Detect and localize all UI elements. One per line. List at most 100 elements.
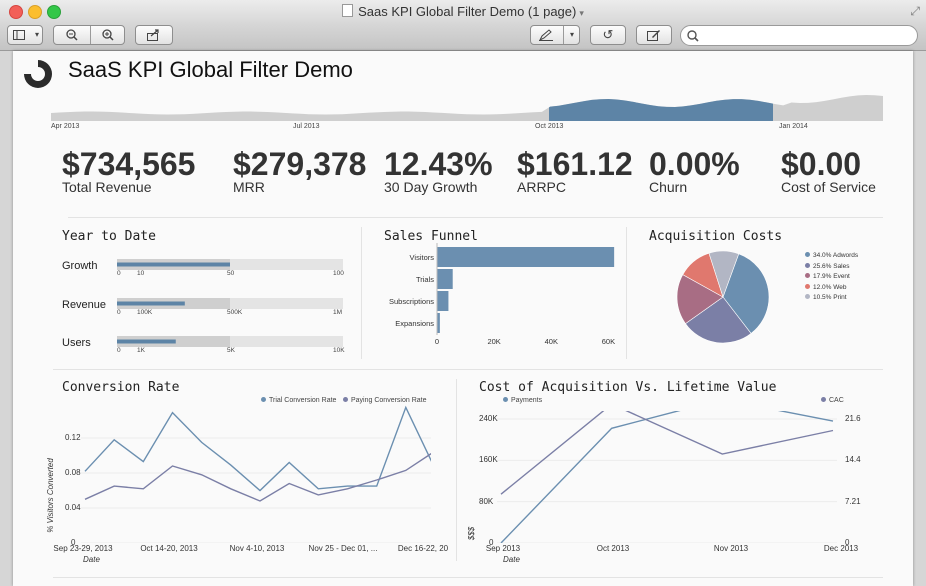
- ytd-row-label: Growth: [62, 260, 98, 272]
- y-left-tick-label: 240K: [479, 414, 498, 423]
- line-legend-item[interactable]: Payments: [503, 397, 542, 404]
- divider: [361, 227, 362, 359]
- funnel-x-tick: 40K: [544, 337, 558, 346]
- bullet-bar: [117, 262, 230, 267]
- kpi-value: $734,565: [62, 146, 196, 182]
- pie-slice: [722, 253, 770, 334]
- ytd-tick-label: 1K: [137, 347, 145, 354]
- document-page: SaaS KPI Global Filter Demo Apr 2013 Jul …: [13, 51, 913, 586]
- x-tick-label: Sep 23-29, 2013: [53, 544, 113, 553]
- sidebar-view-button[interactable]: ▾: [7, 25, 43, 45]
- legend-swatch: [821, 397, 826, 402]
- share-icon: [147, 29, 159, 41]
- x-tick-label: Sep 2013: [485, 544, 521, 553]
- y-tick-label: 0.08: [65, 468, 81, 477]
- legend-label: 10.5% Print: [813, 294, 847, 301]
- ytd-tick-label: 10: [137, 270, 145, 277]
- legend-label: Trial Conversion Rate: [269, 397, 337, 404]
- search-input[interactable]: [703, 28, 907, 44]
- edit-button[interactable]: [636, 25, 672, 45]
- funnel-title: Sales Funnel: [384, 229, 478, 244]
- pie-legend-item[interactable]: 34.0% Adwords: [805, 252, 858, 259]
- series-line: [84, 452, 431, 502]
- kpi-label: MRR: [233, 179, 265, 195]
- document-icon: [342, 4, 354, 17]
- ytd-tick-label: 100: [333, 270, 344, 277]
- legend-label: CAC: [829, 397, 844, 404]
- ytd-tick-label: 500K: [227, 309, 243, 316]
- kpi-label: Total Revenue: [62, 179, 152, 195]
- funnel-category-label: Expansions: [395, 319, 434, 328]
- divider: [68, 217, 883, 218]
- zoom-out-button[interactable]: [54, 26, 90, 46]
- y-right-tick-label: 14.4: [845, 455, 861, 465]
- legend-swatch: [805, 273, 810, 278]
- timeline-label: Apr 2013: [51, 123, 80, 130]
- legend-label: Paying Conversion Rate: [351, 397, 427, 404]
- y-axis-label: $$$: [467, 526, 477, 541]
- zoom-in-button[interactable]: [90, 26, 126, 46]
- legend-label: 25.6% Sales: [813, 262, 850, 270]
- legend-label: 17.9% Event: [813, 273, 850, 280]
- kpi-value: 0.00%: [649, 146, 740, 182]
- y-axis-label: % Visitors Converted: [45, 458, 55, 533]
- share-button[interactable]: [135, 25, 173, 45]
- search-field[interactable]: [680, 25, 918, 46]
- zoom-in-icon: [102, 29, 114, 41]
- y-left-tick-label: 0: [489, 538, 494, 547]
- x-tick-label: Oct 2013: [596, 544, 630, 553]
- pie-legend-item[interactable]: 12.0% Web: [805, 283, 847, 291]
- fullscreen-icon[interactable]: ⤢: [910, 4, 920, 18]
- legend-swatch: [805, 283, 810, 289]
- legend-swatch: [503, 397, 508, 402]
- annotate-button[interactable]: ▾: [530, 25, 580, 45]
- ytd-tick-label: 5K: [227, 347, 235, 354]
- window-title-area[interactable]: Saas KPI Global Filter Demo (1 page) ▾: [0, 4, 926, 19]
- pie-legend-item[interactable]: 25.6% Sales: [805, 262, 850, 270]
- kpi-label: ARRPC: [517, 179, 567, 195]
- y-left-tick-label: 160K: [479, 455, 498, 465]
- pie-legend-item[interactable]: 17.9% Event: [805, 273, 850, 280]
- acquisition-title: Acquisition Costs: [649, 229, 783, 244]
- funnel-x-tick: 60K: [601, 337, 616, 346]
- ytd-row-label: Users: [62, 337, 91, 349]
- y-tick-label: 0.12: [65, 433, 81, 442]
- minimize-window-button[interactable]: [28, 5, 42, 19]
- legend-label: 34.0% Adwords: [813, 252, 859, 259]
- legend-label: 12.0% Web: [813, 283, 847, 291]
- ytd-bullet-chart: [117, 298, 343, 309]
- sidebar-icon: [13, 30, 25, 40]
- pie-slice: [708, 250, 740, 298]
- pie-slice: [685, 296, 752, 344]
- funnel-category-label: Subscriptions: [388, 297, 434, 306]
- funnel-x-tick: 20K: [487, 337, 501, 346]
- timeline-chart[interactable]: [51, 89, 883, 121]
- x-tick-label: Dec 2013: [823, 544, 859, 553]
- title-menu-caret-icon: ▾: [579, 8, 584, 18]
- funnel-bar: [437, 313, 440, 333]
- x-axis-label: Date: [83, 555, 100, 564]
- divider: [53, 577, 883, 578]
- kpi-value: 12.43%: [384, 146, 493, 182]
- ytd-tick-label: 50: [227, 270, 235, 277]
- conversion-line-chart: [81, 405, 431, 543]
- line-legend-item[interactable]: Trial Conversion Rate: [261, 397, 336, 404]
- ytd-bullet-chart: [117, 259, 343, 270]
- timeline-label: Oct 2013: [535, 123, 564, 130]
- x-tick-label: Oct 14-20, 2013: [140, 544, 198, 553]
- y-left-tick-label: 80K: [479, 496, 494, 506]
- cac-ltv-line-chart: [497, 411, 837, 543]
- pie-legend-item[interactable]: 10.5% Print: [805, 294, 847, 301]
- rotate-button[interactable]: ↺: [590, 25, 626, 45]
- line-legend-item[interactable]: Paying Conversion Rate: [343, 397, 427, 404]
- y-right-tick-label: 0: [845, 538, 850, 547]
- divider: [456, 379, 457, 561]
- close-window-button[interactable]: [9, 5, 23, 19]
- zoom-window-button[interactable]: [47, 5, 61, 19]
- funnel-bar: [437, 269, 453, 289]
- pie-slice: [676, 274, 724, 325]
- line-legend-item[interactable]: CAC: [821, 397, 844, 404]
- divider: [53, 369, 883, 370]
- funnel-category-label: Visitors: [409, 253, 434, 262]
- kpi-label: Cost of Service: [781, 179, 876, 195]
